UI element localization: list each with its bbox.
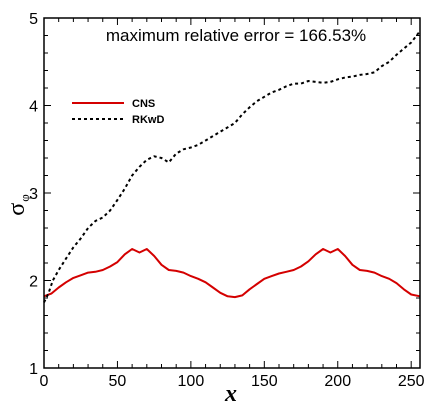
x-tick-label: 150 xyxy=(251,373,278,390)
y-axis-title-subscript: φ xyxy=(17,194,32,202)
y-tick-label: 5 xyxy=(29,11,38,28)
series-layer xyxy=(43,30,421,303)
annotation-max-error: maximum relative error = 166.53% xyxy=(106,26,366,45)
svg-text:σφ: σφ xyxy=(4,194,32,215)
x-tick-label: 200 xyxy=(324,373,351,390)
legend-label-cns: CNS xyxy=(132,98,155,110)
y-axis-title: σφ xyxy=(4,194,32,215)
series-line-rkwd xyxy=(43,30,421,303)
x-axis-title: x xyxy=(224,381,237,407)
series-line-cns xyxy=(43,248,421,299)
y-tick-label: 2 xyxy=(29,274,38,291)
x-tick-label: 50 xyxy=(109,373,127,390)
x-tick-label: 0 xyxy=(40,373,49,390)
tick-layer: 0 50 100 150 200 250 1 2 3 4 5 xyxy=(29,11,425,390)
y-tick-label: 1 xyxy=(29,361,38,378)
x-tick-label: 100 xyxy=(178,373,205,390)
x-tick-label: 250 xyxy=(398,373,425,390)
legend: CNS RKwD xyxy=(72,98,164,126)
legend-label-rkwd: RKwD xyxy=(132,114,164,126)
y-axis-title-symbol: σ xyxy=(4,203,30,216)
y-tick-label: 4 xyxy=(29,99,38,116)
y-tick-label: 3 xyxy=(29,186,38,203)
